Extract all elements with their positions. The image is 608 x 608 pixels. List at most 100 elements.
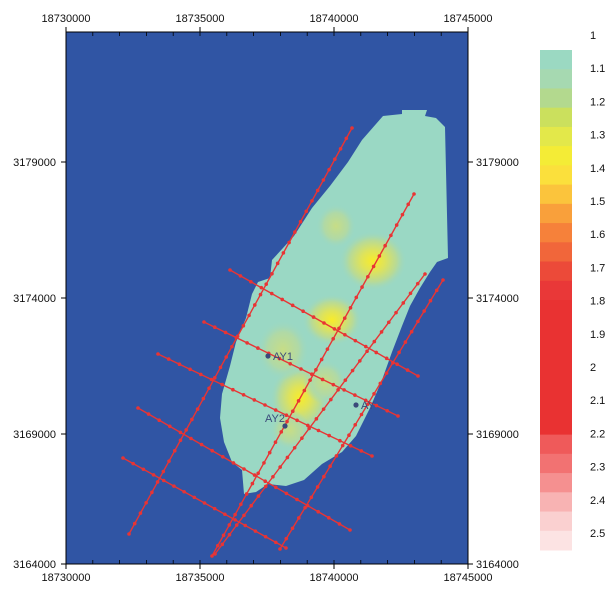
legend-swatch: [540, 203, 572, 224]
survey-station: [332, 327, 337, 331]
survey-station: [281, 251, 286, 255]
survey-station: [144, 500, 148, 505]
survey-station: [353, 393, 357, 397]
well-marker[interactable]: [353, 402, 359, 408]
survey-station: [327, 433, 332, 438]
survey-station: [223, 330, 228, 335]
survey-station: [372, 339, 377, 344]
survey-station: [395, 362, 399, 367]
survey-station: [233, 512, 237, 517]
survey-station: [316, 509, 321, 514]
survey-station: [354, 295, 359, 300]
survey-station: [267, 450, 272, 455]
y-tick-label-right: 3164000: [476, 559, 519, 571]
survey-station: [220, 542, 225, 547]
survey-station: [315, 188, 320, 193]
survey-station: [210, 448, 214, 453]
survey-station: [409, 329, 414, 334]
survey-station: [327, 516, 331, 520]
well-marker[interactable]: [265, 353, 271, 359]
survey-station: [277, 356, 282, 361]
survey-station: [242, 513, 246, 518]
x-tick-label-bottom: 18745000: [444, 572, 493, 584]
survey-station: [278, 547, 282, 551]
survey-station: [348, 444, 353, 448]
survey-station: [385, 408, 390, 413]
survey-station: [231, 461, 236, 465]
survey-station: [321, 407, 326, 411]
survey-station: [292, 445, 297, 450]
survey-station: [263, 534, 268, 539]
survey-station: [247, 313, 251, 318]
survey-station: [273, 408, 278, 412]
survey-station: [441, 278, 445, 282]
survey-station: [127, 532, 131, 536]
legend-swatch: [540, 300, 572, 320]
survey-station: [391, 360, 395, 365]
legend-swatch: [540, 415, 572, 436]
well-marker[interactable]: [282, 423, 288, 429]
survey-station: [161, 478, 166, 483]
survey-station: [322, 321, 326, 325]
x-tick-label-top: 18740000: [310, 13, 359, 25]
survey-station: [279, 430, 284, 434]
survey-station: [291, 409, 295, 414]
survey-station: [201, 396, 206, 401]
survey-station: [284, 536, 289, 541]
survey-station: [212, 506, 217, 511]
y-tick-label-right: 3169000: [476, 429, 519, 441]
survey-station: [244, 492, 249, 496]
survey-station: [230, 344, 234, 349]
survey-station: [394, 223, 399, 227]
survey-station: [218, 365, 223, 370]
legend-swatch: [540, 319, 572, 339]
survey-station: [249, 503, 254, 508]
survey-station: [307, 426, 311, 431]
survey-station: [310, 199, 314, 203]
survey-station: [384, 371, 389, 375]
survey-station: [331, 382, 336, 387]
survey-station: [383, 243, 387, 248]
survey-station: [252, 303, 257, 307]
survey-station: [343, 332, 347, 337]
survey-station: [342, 316, 347, 320]
survey-station: [224, 355, 229, 359]
map-plot-area: AY1 AY2 AY: [121, 110, 448, 558]
legend-label: 1.5: [590, 196, 605, 208]
survey-station: [308, 378, 312, 382]
survey-station: [374, 350, 379, 355]
legend-swatch: [540, 492, 572, 513]
y-tick-label-left: 3174000: [13, 293, 56, 305]
survey-station: [156, 352, 160, 356]
survey-station: [416, 319, 420, 324]
survey-station: [241, 323, 246, 328]
anomaly-hotspot: [339, 231, 407, 291]
legend-label: 1.1: [590, 63, 605, 75]
survey-station: [188, 367, 192, 372]
survey-station: [315, 485, 320, 489]
legend-label: 1: [590, 30, 596, 42]
survey-station: [378, 381, 383, 386]
survey-station: [285, 419, 289, 424]
survey-station: [234, 335, 239, 340]
axes-group: 18730000 18730000 18735000 18735000 18740000…: [13, 13, 519, 584]
y-tick-label-right: 3174000: [476, 293, 519, 305]
survey-station: [302, 388, 307, 393]
legend-swatch: [540, 261, 572, 282]
x-tick-label-top: 18730000: [42, 13, 91, 25]
survey-station: [150, 490, 154, 495]
survey-station: [271, 474, 275, 479]
survey-station: [333, 157, 337, 162]
survey-station: [199, 372, 203, 377]
survey-station: [336, 388, 340, 392]
survey-station: [316, 428, 321, 433]
survey-station: [374, 403, 379, 408]
survey-station: [365, 402, 370, 406]
survey-station: [284, 413, 289, 418]
survey-station: [344, 136, 349, 141]
survey-station: [405, 368, 410, 372]
survey-station: [370, 454, 374, 458]
survey-station: [263, 484, 268, 489]
survey-station: [338, 147, 343, 151]
